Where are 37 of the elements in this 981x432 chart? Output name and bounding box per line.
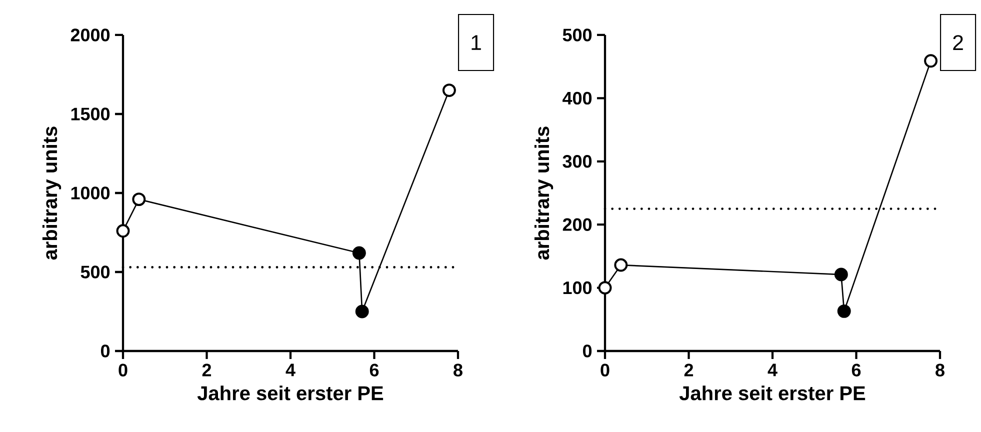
- point: [132, 192, 146, 206]
- y-axis-title: arbitrary units: [534, 126, 554, 260]
- x-tick-label: 0: [600, 364, 610, 376]
- x-tick-label: 8: [454, 364, 462, 376]
- x-tick-label: 4: [286, 364, 296, 376]
- x-tick-label: 0: [118, 364, 128, 376]
- y-tick-label: 500: [80, 266, 110, 278]
- y-tick-label: 300: [562, 155, 592, 168]
- y-tick-label: 100: [563, 281, 592, 294]
- x-axis-title: Jahre seit erster PE: [197, 386, 384, 400]
- point: [924, 54, 938, 68]
- y-tick-label: 0: [582, 344, 592, 358]
- text: 1: [472, 35, 481, 50]
- y-tick-label: 200: [562, 218, 592, 231]
- y-tick-label: 0: [100, 344, 110, 358]
- x-tick-label: 2: [202, 364, 212, 376]
- point: [834, 268, 848, 282]
- y-tick-label: 2000: [70, 28, 110, 42]
- y-tick-label: 1000: [71, 186, 110, 200]
- point: [442, 84, 456, 98]
- point: [837, 304, 851, 318]
- x-tick-label: 6: [370, 364, 379, 376]
- point: [614, 258, 628, 272]
- x-tick-label: 2: [684, 364, 694, 376]
- point: [116, 224, 130, 238]
- y-tick-label: 500: [562, 28, 592, 42]
- point: [598, 281, 612, 295]
- y-axis-title: arbitrary units: [42, 126, 62, 260]
- x-tick-label: 6: [852, 364, 861, 376]
- x-tick-label: 4: [768, 364, 778, 376]
- y-tick-label: 400: [562, 92, 592, 105]
- x-tick-label: 8: [936, 364, 944, 376]
- x-axis-title: Jahre seit erster PE: [679, 386, 866, 400]
- point: [355, 304, 369, 318]
- y-tick-label: 1500: [71, 108, 110, 120]
- point: [352, 246, 366, 260]
- text: 2: [953, 35, 963, 50]
